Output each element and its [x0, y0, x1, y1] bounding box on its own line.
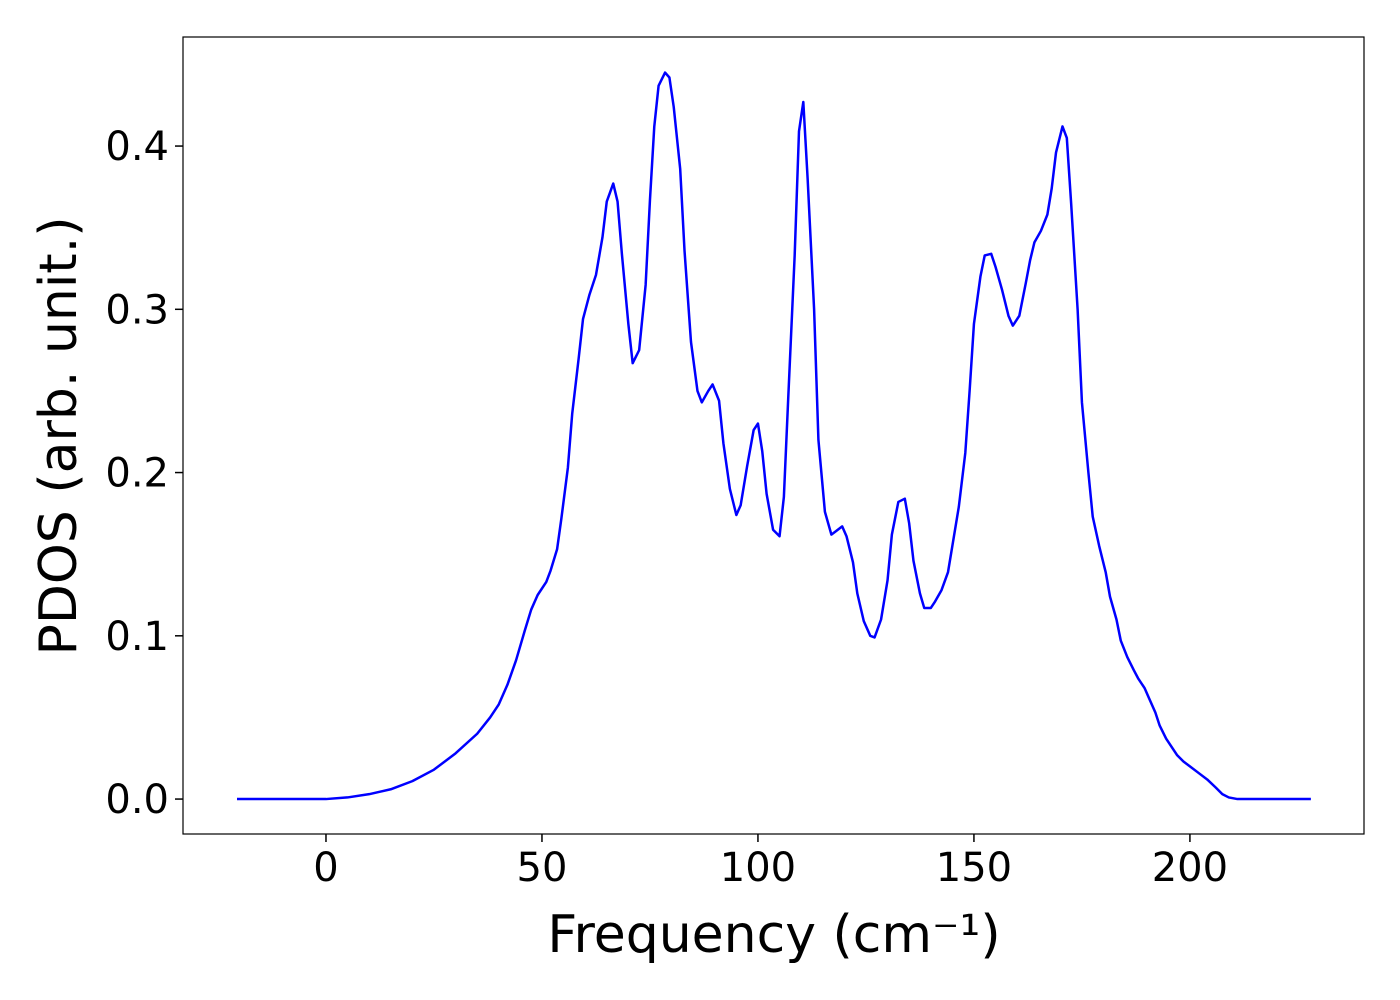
x-tick-label: 150 — [936, 845, 1012, 891]
x-tick-label: 50 — [517, 845, 568, 891]
y-tick-label: 0.1 — [105, 614, 169, 660]
data-line — [237, 71, 1311, 801]
x-tick-label: 0 — [313, 845, 338, 891]
x-tick-label: 200 — [1152, 845, 1228, 891]
plot-frame — [182, 36, 1365, 835]
x-axis-label: Frequency (cm⁻¹) — [547, 905, 1000, 965]
y-tick-label: 0.3 — [105, 287, 169, 333]
y-tick-label: 0.0 — [105, 777, 169, 823]
x-tick-label: 100 — [720, 845, 796, 891]
y-tick-label: 0.4 — [105, 124, 169, 170]
y-axis-label: PDOS (arb. unit.) — [29, 216, 89, 655]
y-tick-label: 0.2 — [105, 451, 169, 497]
